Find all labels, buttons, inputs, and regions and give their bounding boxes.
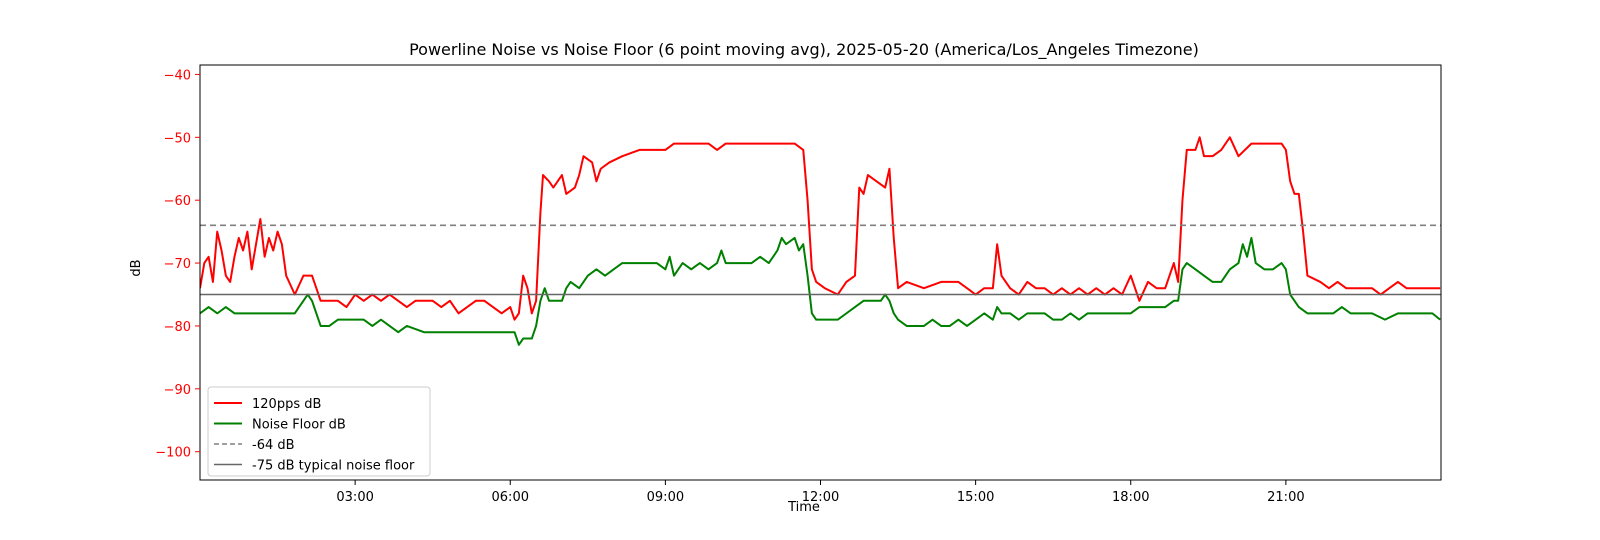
legend-label: 120pps dB (252, 397, 321, 412)
legend-label: -64 dB (252, 438, 295, 453)
legend-label: Noise Floor dB (252, 418, 346, 433)
x-tick-label: 09:00 (647, 490, 684, 505)
y-axis-label: dB (129, 259, 144, 276)
y-tick-label: −80 (164, 320, 191, 335)
x-tick-label: 21:00 (1267, 490, 1304, 505)
y-tick-label: −60 (164, 194, 191, 209)
x-tick-label: 15:00 (957, 490, 994, 505)
chart-title: Powerline Noise vs Noise Floor (6 point … (409, 40, 1199, 60)
y-tick-label: −100 (155, 446, 191, 461)
y-tick-label: −50 (164, 131, 191, 146)
x-axis-label: Time (787, 500, 820, 515)
x-tick-label: 06:00 (492, 490, 529, 505)
x-tick-label: 18:00 (1112, 490, 1149, 505)
legend-label: -75 dB typical noise floor (252, 459, 415, 474)
legend: 120pps dB Noise Floor dB -64 dB -75 dB typi… (208, 387, 430, 476)
y-tick-label: −70 (164, 257, 191, 272)
y-tick-label: −40 (164, 68, 191, 83)
x-tick-label: 03:00 (336, 490, 373, 505)
y-tick-label: −90 (164, 383, 191, 398)
